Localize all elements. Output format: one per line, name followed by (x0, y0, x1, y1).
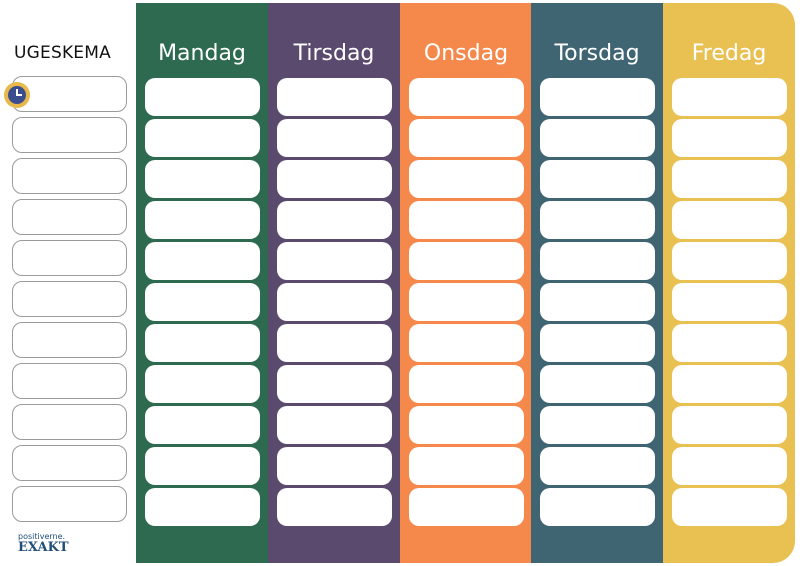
day-slot[interactable] (145, 406, 260, 444)
day-slot[interactable] (145, 201, 260, 239)
day-column-tirsdag: Tirsdag (268, 3, 400, 563)
day-slot[interactable] (277, 488, 392, 526)
time-slot[interactable] (12, 240, 127, 276)
time-slot[interactable] (12, 76, 127, 112)
day-title: Torsdag (554, 41, 640, 66)
day-slot[interactable] (277, 78, 392, 116)
day-slot[interactable] (540, 324, 655, 362)
brand-logo: positiverne. EXAKT (18, 532, 69, 555)
logo-wordmark: EXAKT (18, 540, 69, 555)
day-slot[interactable] (672, 447, 787, 485)
day-column-onsdag: Onsdag (400, 3, 532, 563)
time-slot[interactable] (12, 117, 127, 153)
day-slot[interactable] (145, 324, 260, 362)
day-title: Onsdag (423, 41, 509, 66)
day-slot[interactable] (672, 119, 787, 157)
day-slot[interactable] (145, 78, 260, 116)
day-slot[interactable] (540, 242, 655, 280)
day-slot[interactable] (409, 283, 524, 321)
time-slot[interactable] (12, 199, 127, 235)
day-slot[interactable] (145, 242, 260, 280)
day-slot[interactable] (672, 488, 787, 526)
day-slot[interactable] (672, 242, 787, 280)
day-slot[interactable] (540, 119, 655, 157)
day-slot[interactable] (672, 283, 787, 321)
day-slot[interactable] (277, 283, 392, 321)
day-title: Mandag (158, 41, 246, 66)
day-slot[interactable] (409, 447, 524, 485)
day-slot[interactable] (277, 160, 392, 198)
day-slot[interactable] (672, 201, 787, 239)
day-slot[interactable] (145, 160, 260, 198)
day-column-mandag: Mandag (136, 3, 268, 563)
day-column-fredag: Fredag (663, 3, 795, 563)
day-slot[interactable] (672, 365, 787, 403)
day-column-torsdag: Torsdag (531, 3, 663, 563)
day-slot[interactable] (409, 324, 524, 362)
day-slot[interactable] (277, 365, 392, 403)
day-slot[interactable] (540, 488, 655, 526)
day-slot[interactable] (145, 365, 260, 403)
day-slot[interactable] (672, 324, 787, 362)
day-slot[interactable] (540, 78, 655, 116)
day-slot[interactable] (540, 160, 655, 198)
day-slot[interactable] (409, 160, 524, 198)
day-slot[interactable] (672, 406, 787, 444)
day-slot[interactable] (277, 119, 392, 157)
day-slot[interactable] (672, 160, 787, 198)
day-slot[interactable] (145, 283, 260, 321)
time-slot[interactable] (12, 363, 127, 399)
day-slot[interactable] (540, 283, 655, 321)
time-slot[interactable] (12, 445, 127, 481)
day-slot[interactable] (277, 447, 392, 485)
day-slot[interactable] (145, 119, 260, 157)
day-slot[interactable] (277, 406, 392, 444)
day-slot[interactable] (145, 447, 260, 485)
day-slot[interactable] (540, 406, 655, 444)
day-slot[interactable] (409, 78, 524, 116)
logo-tagline: positiverne. (18, 532, 66, 541)
day-slot[interactable] (409, 201, 524, 239)
time-slot[interactable] (12, 322, 127, 358)
day-slot[interactable] (277, 201, 392, 239)
day-slot[interactable] (540, 201, 655, 239)
day-slot[interactable] (145, 488, 260, 526)
day-slot[interactable] (409, 119, 524, 157)
day-slot[interactable] (409, 488, 524, 526)
page-title: UGESKEMA (14, 43, 111, 63)
time-slot[interactable] (12, 281, 127, 317)
day-slot[interactable] (409, 365, 524, 403)
day-slot[interactable] (409, 242, 524, 280)
day-title: Tirsdag (293, 41, 375, 66)
day-slot[interactable] (409, 406, 524, 444)
day-slot[interactable] (277, 242, 392, 280)
time-slot[interactable] (12, 158, 127, 194)
day-slot[interactable] (540, 447, 655, 485)
day-slot[interactable] (540, 365, 655, 403)
day-slot[interactable] (672, 78, 787, 116)
time-slot[interactable] (12, 404, 127, 440)
time-slot[interactable] (12, 486, 127, 522)
clock-icon (4, 82, 30, 108)
day-title: Fredag (691, 41, 767, 66)
day-slot[interactable] (277, 324, 392, 362)
